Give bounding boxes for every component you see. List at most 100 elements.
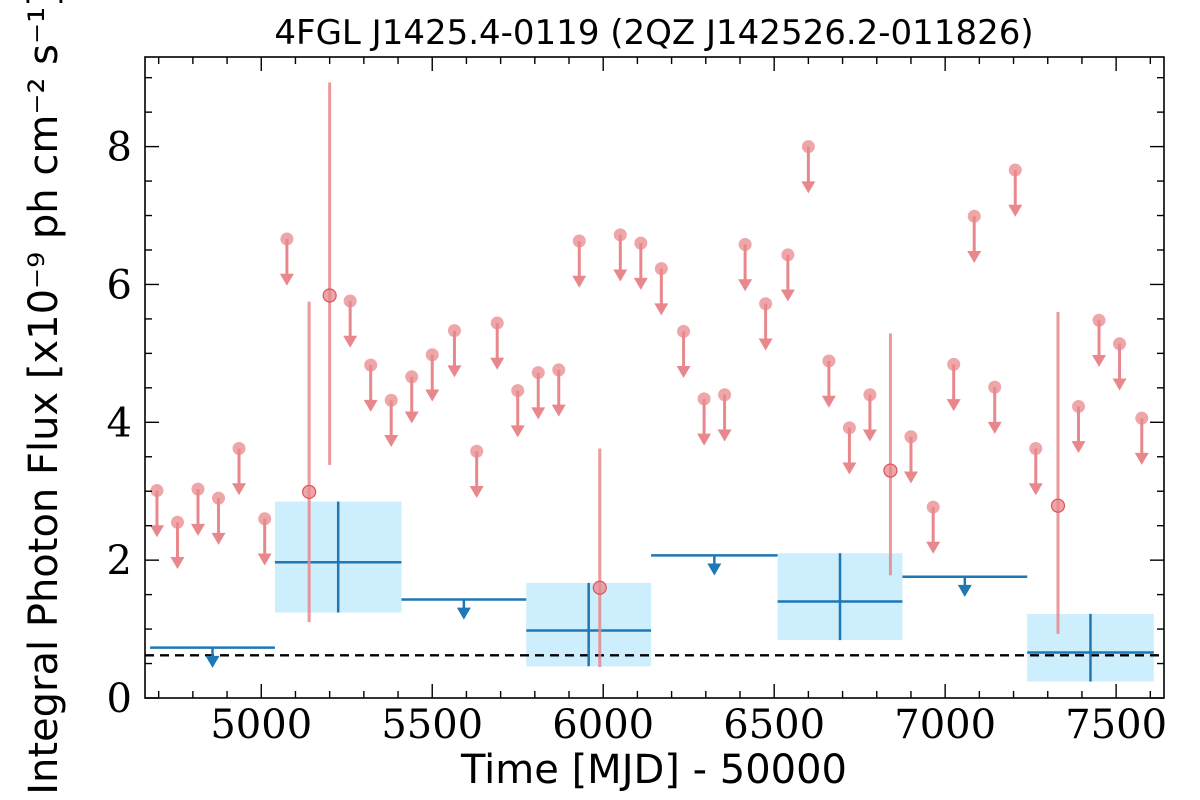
coarse-upper-limit-arrowhead bbox=[205, 655, 220, 668]
fine-upper-limit-arrowhead bbox=[490, 357, 505, 370]
fine-upper-limit-arrowhead bbox=[676, 366, 691, 379]
fine-upper-limit-arrowhead bbox=[758, 338, 773, 351]
fine-upper-limit-arrowhead bbox=[469, 485, 484, 498]
fine-data-point bbox=[322, 288, 337, 303]
fine-data-point bbox=[531, 366, 545, 380]
fine-data-point bbox=[232, 441, 246, 455]
fine-data-point bbox=[677, 324, 691, 338]
fine-data-point bbox=[781, 248, 795, 262]
fine-data-point bbox=[384, 393, 398, 407]
fine-upper-limit-arrowhead bbox=[842, 462, 857, 475]
fine-data-point bbox=[511, 384, 525, 398]
fine-upper-limit-arrowhead bbox=[279, 273, 294, 286]
fine-data-point bbox=[212, 491, 226, 505]
coarse-upper-limit-arrowhead bbox=[957, 584, 972, 597]
fine-upper-limit-arrowhead bbox=[447, 365, 462, 378]
fine-data-point bbox=[947, 357, 961, 371]
y-tick-label: 8 bbox=[107, 125, 132, 171]
fine-upper-limit-arrowhead bbox=[363, 399, 378, 412]
fine-upper-limit-arrowhead bbox=[738, 279, 753, 292]
fine-upper-limit-arrowhead bbox=[191, 523, 206, 536]
fine-upper-limit-arrowhead bbox=[257, 553, 272, 566]
fine-data-point bbox=[842, 421, 856, 435]
fine-data-point bbox=[470, 444, 484, 458]
fine-data-point bbox=[883, 463, 898, 478]
x-tick-label: 6500 bbox=[723, 702, 825, 748]
fine-upper-limit-arrowhead bbox=[1008, 204, 1023, 217]
fine-data-point bbox=[1092, 313, 1106, 327]
fine-upper-limit-arrowhead bbox=[780, 289, 795, 302]
fine-upper-limit-arrowhead bbox=[211, 532, 226, 545]
fine-data-point bbox=[1113, 337, 1127, 351]
fine-data-point bbox=[738, 237, 752, 251]
fine-upper-limit-arrowhead bbox=[903, 471, 918, 484]
fine-data-point bbox=[170, 515, 184, 529]
fine-data-point bbox=[150, 484, 164, 498]
y-tick-label: 4 bbox=[107, 400, 132, 446]
fine-data-point bbox=[1072, 399, 1086, 413]
y-tick-label: 6 bbox=[107, 262, 132, 308]
chart-title: 4FGL J1425.4-0119 (2QZ J142526.2-011826) bbox=[274, 13, 1033, 53]
fine-upper-limit-arrowhead bbox=[633, 277, 648, 290]
fine-data-point bbox=[447, 324, 461, 338]
fine-data-point bbox=[926, 500, 940, 514]
fine-upper-limit-arrowhead bbox=[1028, 483, 1043, 496]
y-tick-label: 2 bbox=[107, 538, 132, 584]
x-axis-label: Time [MJD] - 50000 bbox=[460, 747, 847, 793]
fine-data-point bbox=[1029, 441, 1043, 455]
y-axis-label: Integral Photon Flux [x10⁻⁹ ph cm⁻² s⁻¹] bbox=[21, 0, 67, 795]
fine-upper-limit-arrowhead bbox=[801, 181, 816, 194]
fine-upper-limit-arrowhead bbox=[862, 429, 877, 442]
fine-upper-limit-arrowhead bbox=[232, 483, 247, 496]
fine-upper-limit-arrowhead bbox=[946, 399, 961, 412]
fine-data-point bbox=[1008, 163, 1022, 177]
fine-upper-limit-arrowhead bbox=[697, 433, 712, 446]
fine-upper-limit-arrowhead bbox=[384, 434, 399, 447]
fine-data-point bbox=[552, 363, 566, 377]
fine-upper-limit-arrowhead bbox=[1071, 441, 1086, 454]
fine-upper-limit-arrowhead bbox=[343, 335, 358, 348]
fine-data-point bbox=[364, 358, 378, 372]
fine-upper-limit-arrowhead bbox=[613, 269, 628, 282]
fine-data-point bbox=[572, 234, 586, 248]
fine-data-point bbox=[904, 430, 918, 444]
fine-upper-limit-arrowhead bbox=[926, 541, 941, 554]
fine-upper-limit-arrowhead bbox=[404, 411, 419, 424]
fine-upper-limit-arrowhead bbox=[149, 525, 164, 538]
x-tick-label: 5000 bbox=[210, 702, 312, 748]
fine-upper-limit-arrowhead bbox=[531, 407, 546, 420]
plot-area: 5000 5500 6000 6500 7000 7500 0 2 4 6 8 bbox=[107, 56, 1167, 748]
fine-data-point bbox=[1135, 411, 1149, 425]
fine-data-point bbox=[280, 232, 294, 246]
fine-data-point bbox=[801, 140, 815, 154]
fine-upper-limit-arrowhead bbox=[1134, 452, 1149, 465]
fine-upper-limit-arrowhead bbox=[987, 421, 1002, 434]
fine-data-point bbox=[863, 388, 877, 402]
fine-upper-limit-arrowhead bbox=[170, 556, 185, 569]
fine-upper-limit-arrowhead bbox=[572, 275, 587, 288]
x-tick-label: 7000 bbox=[894, 702, 996, 748]
fine-data-point bbox=[405, 370, 419, 384]
x-tick-label: 5500 bbox=[381, 702, 483, 748]
fine-data-point bbox=[490, 316, 504, 330]
fine-data-point bbox=[988, 380, 1002, 394]
fine-data-point bbox=[592, 580, 607, 595]
x-tick-label: 6000 bbox=[552, 702, 654, 748]
coarse-upper-limit-arrowhead bbox=[707, 563, 722, 576]
coarse-upper-limit-arrowhead bbox=[456, 607, 471, 620]
plot-frame bbox=[144, 56, 1165, 699]
fine-upper-limit-arrowhead bbox=[425, 389, 440, 402]
fine-data-point bbox=[613, 228, 627, 242]
fine-data-point bbox=[425, 348, 439, 362]
fine-data-point bbox=[302, 484, 317, 500]
fine-data-point bbox=[718, 388, 732, 402]
fine-data-point bbox=[654, 262, 668, 276]
fine-data-point bbox=[697, 392, 711, 406]
fine-upper-limit-arrowhead bbox=[1112, 378, 1127, 391]
fine-data-point bbox=[967, 209, 981, 223]
fine-upper-limit-arrowhead bbox=[654, 303, 669, 316]
fine-data-point bbox=[1050, 498, 1066, 513]
x-tick-label: 7500 bbox=[1065, 702, 1167, 748]
fine-upper-limit-arrowhead bbox=[551, 404, 566, 417]
